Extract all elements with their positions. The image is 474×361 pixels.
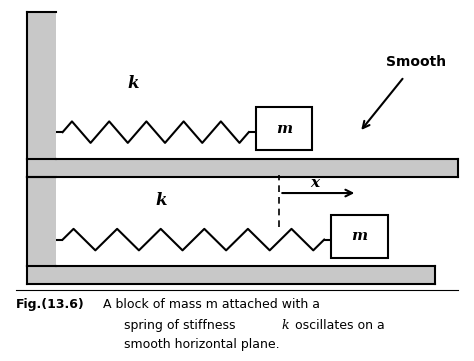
Bar (27, 159, 458, 177)
Text: Smooth: Smooth (386, 55, 446, 69)
Text: m: m (351, 229, 367, 243)
Text: A block of mass m attached with a: A block of mass m attached with a (103, 297, 319, 310)
Text: Fig.(13.6): Fig.(13.6) (16, 297, 84, 310)
Text: smooth horizontal plane.: smooth horizontal plane. (124, 338, 280, 351)
Bar (256, 107, 312, 150)
Text: oscillates on a: oscillates on a (291, 319, 385, 332)
Bar (27, 266, 435, 284)
Bar (27, 177, 55, 266)
Bar (27, 12, 55, 159)
Text: k: k (282, 319, 290, 332)
Bar (331, 214, 388, 257)
Text: m: m (276, 122, 292, 136)
Text: k: k (156, 192, 167, 209)
Text: k: k (128, 75, 139, 92)
Text: spring of stiffness: spring of stiffness (124, 319, 239, 332)
Text: x: x (310, 177, 319, 190)
